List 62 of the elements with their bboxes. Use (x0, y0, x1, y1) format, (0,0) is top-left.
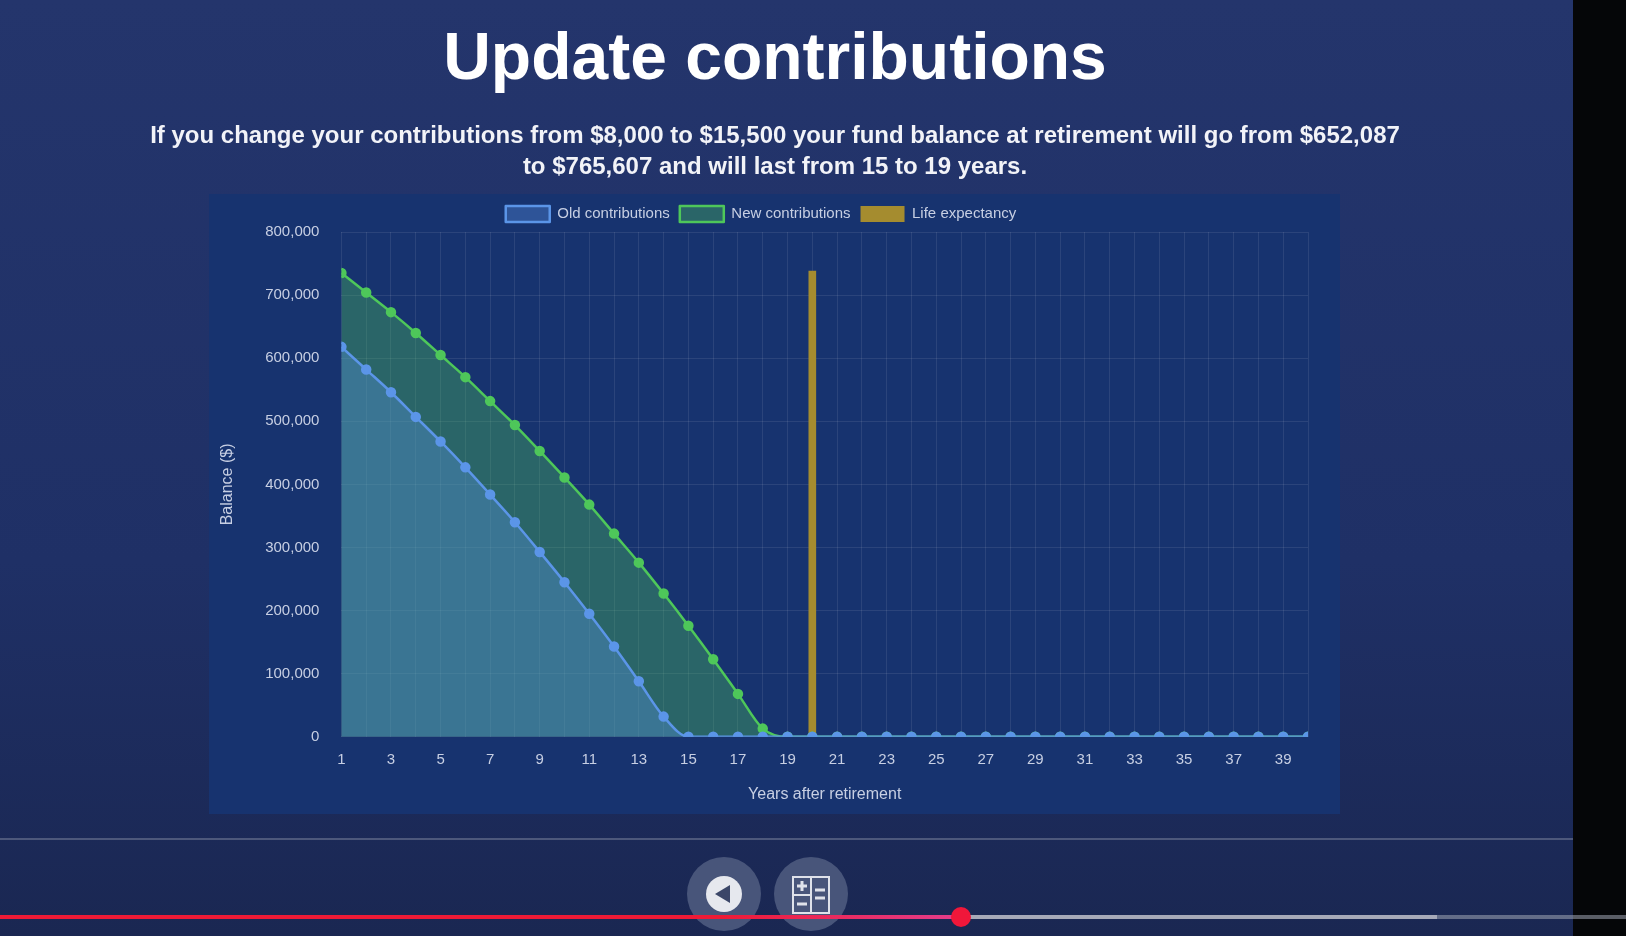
point (534, 445, 545, 457)
point (534, 546, 545, 558)
point (360, 364, 372, 375)
point (584, 499, 595, 510)
legend-label: New contributions (731, 204, 851, 222)
point (435, 436, 446, 447)
x-tick-label: 17 (729, 749, 747, 767)
x-tick-label: 3 (386, 749, 396, 767)
chart-subtitle: If you change your contributions from $8,000 to $15,500 your fund balance at retirement will go from $652,087 to $765,607 and will last from 15 to 19 years. (149, 120, 1401, 181)
point (608, 528, 620, 539)
y-tick-label: 700,000 (265, 285, 320, 303)
x-tick-label: 33 (1126, 749, 1143, 767)
x-tick-label: 19 (779, 749, 796, 767)
x-tick-label: 25 (927, 749, 945, 767)
x-tick-label: 21 (828, 749, 846, 767)
legend-label: Life expectancy (912, 204, 1017, 222)
x-tick-label: 1 (337, 749, 346, 767)
point (608, 641, 620, 652)
point (484, 489, 496, 500)
point (509, 419, 521, 431)
point (385, 306, 397, 318)
x-tick-label: 7 (485, 749, 495, 767)
point (410, 411, 422, 423)
point (435, 349, 446, 361)
x-tick-label: 31 (1076, 749, 1094, 767)
y-axis-title: Balance ($) (218, 443, 236, 526)
x-tick-label: 35 (1175, 749, 1193, 767)
x-tick-label: 15 (680, 749, 697, 767)
point (559, 576, 570, 588)
point (683, 620, 694, 631)
y-tick-label: 600,000 (265, 348, 320, 366)
x-tick-label: 37 (1225, 749, 1242, 767)
y-tick-label: 500,000 (265, 411, 320, 429)
point (460, 371, 471, 383)
x-tick-label: 23 (878, 749, 896, 767)
y-tick-label: 300,000 (265, 537, 320, 555)
point (707, 653, 719, 665)
point (633, 557, 645, 568)
x-tick-label: 27 (977, 749, 995, 767)
point (509, 517, 521, 528)
x-tick-label: 11 (581, 749, 598, 767)
y-tick-label: 0 (311, 726, 320, 744)
x-tick-label: 13 (630, 749, 648, 767)
y-tick-label: 800,000 (265, 222, 320, 240)
point (658, 588, 669, 599)
point (410, 327, 422, 339)
point (385, 387, 397, 398)
point (584, 608, 595, 620)
point (484, 395, 496, 407)
y-tick-label: 200,000 (265, 600, 320, 618)
point (460, 462, 471, 473)
x-tick-label: 9 (535, 749, 544, 767)
point (360, 287, 372, 298)
point (559, 472, 570, 483)
legend-label: Old contributions (557, 204, 670, 222)
x-axis-title: Years after retirement (748, 784, 902, 802)
x-tick-label: 39 (1274, 749, 1292, 767)
y-tick-label: 400,000 (265, 474, 320, 492)
x-tick-label: 5 (436, 749, 445, 767)
x-tick-label: 29 (1027, 749, 1044, 767)
chart-title: Update contributions (442, 19, 1108, 93)
y-tick-label: 100,000 (265, 663, 320, 681)
